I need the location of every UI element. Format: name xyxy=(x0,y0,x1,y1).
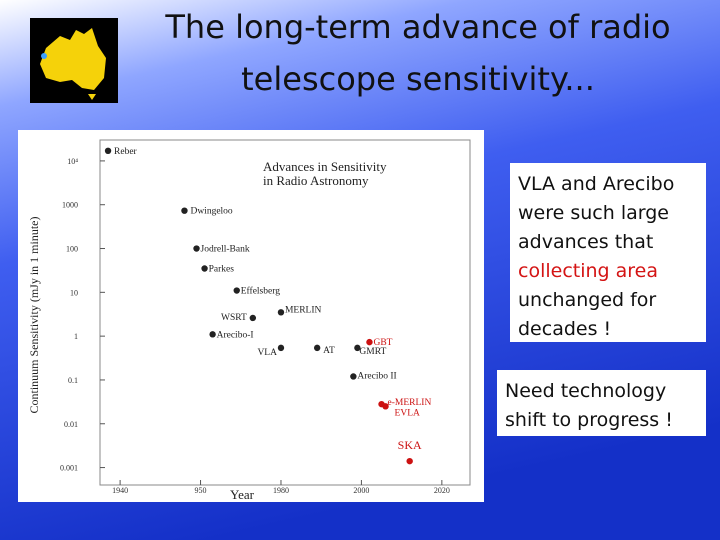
y-tick-label: 10 xyxy=(70,288,78,297)
point-label: SKA xyxy=(398,438,422,452)
point-label: Jodrell-Bank xyxy=(201,245,250,255)
chart: 10⁴ 1000 100 10 1 0.1 0.01 0.001 1940 950 1980 2000… xyxy=(27,139,471,502)
data-point xyxy=(209,331,216,338)
note-line: advances that xyxy=(518,231,653,253)
data-point xyxy=(104,147,112,155)
x-tick-label: 2000 xyxy=(353,486,369,495)
point-label: Dwingeloo xyxy=(190,207,232,217)
y-tick-label: 10⁴ xyxy=(67,157,78,166)
data-point xyxy=(366,338,373,346)
data-point xyxy=(406,457,413,465)
y-tick-label: 1 xyxy=(74,332,78,341)
note-box xyxy=(510,163,706,342)
note-line: decades ! xyxy=(518,318,611,340)
point-label: Arecibo II xyxy=(357,371,396,381)
point-label: e-MERLIN xyxy=(388,398,432,408)
x-axis-label: Year xyxy=(230,487,255,502)
point-label: WSRT xyxy=(221,313,247,323)
data-point xyxy=(181,207,188,214)
chart-title: in Radio Astronomy xyxy=(263,173,369,188)
point-label: GMRT xyxy=(359,347,386,357)
x-tick-label: 950 xyxy=(195,486,207,495)
data-point xyxy=(201,265,208,272)
point-label: Arecibo-I xyxy=(217,330,254,340)
point-label: VLA xyxy=(257,348,277,358)
data-point xyxy=(249,314,257,322)
slide-title: telescope sensitivity... xyxy=(241,60,595,98)
point-label: Parkes xyxy=(209,264,235,274)
chart-title: Advances in Sensitivity xyxy=(263,159,387,174)
slide-title: The long-term advance of radio xyxy=(164,8,670,46)
y-tick-label: 0.1 xyxy=(68,376,78,385)
data-point xyxy=(277,309,285,316)
y-axis-label: Continuum Sensitivity (mJy in 1 minute) xyxy=(27,216,41,413)
data-point xyxy=(354,344,361,352)
note-line: unchanged for xyxy=(518,289,656,311)
note: Need technology shift to progress ! xyxy=(505,380,673,431)
note-line: VLA and Arecibo xyxy=(518,173,674,195)
x-tick-label: 1940 xyxy=(112,486,128,495)
data-point xyxy=(382,403,389,410)
data-point xyxy=(313,344,321,352)
x-tick-label: 1980 xyxy=(273,486,289,495)
point-label: MERLIN xyxy=(285,305,322,315)
y-tick-label: 1000 xyxy=(62,201,78,210)
logo xyxy=(30,18,118,103)
data-point xyxy=(193,245,200,252)
note-box xyxy=(497,370,706,436)
note-line: Need technology xyxy=(505,380,666,402)
point-label: EVLA xyxy=(395,408,420,418)
point-label: GBT xyxy=(373,338,392,348)
data-point xyxy=(277,344,285,352)
y-tick-label: 100 xyxy=(66,245,78,254)
data-point xyxy=(350,373,357,380)
plot-frame xyxy=(99,139,471,486)
note-line: collecting area xyxy=(518,260,658,282)
note-line: shift to progress ! xyxy=(505,409,673,431)
y-tick-label: 0.001 xyxy=(60,464,78,473)
note: VLA and Arecibo were such large advances t… xyxy=(518,173,674,340)
data-point xyxy=(233,287,240,294)
y-tick-label: 0.01 xyxy=(64,420,78,429)
point-label: AT xyxy=(323,346,335,356)
point-label: Reber xyxy=(114,147,138,157)
x-tick-label: 2020 xyxy=(434,486,450,495)
point-label: Effelsberg xyxy=(241,286,280,297)
note-line: were such large xyxy=(518,202,669,224)
